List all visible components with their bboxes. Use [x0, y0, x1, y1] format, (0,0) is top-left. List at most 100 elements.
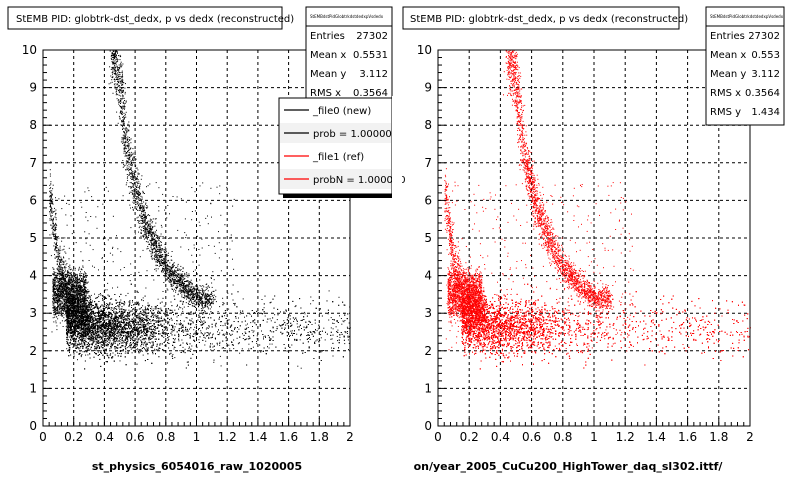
data-point: [200, 330, 202, 332]
data-point: [314, 341, 315, 343]
data-point: [267, 335, 269, 336]
data-point: [68, 325, 70, 327]
data-point: [283, 320, 285, 322]
data-point: [153, 312, 155, 314]
data-point: [102, 332, 104, 334]
data-point: [128, 333, 130, 335]
data-point: [134, 328, 136, 329]
data-point: [330, 327, 332, 329]
data-point: [164, 333, 166, 335]
data-point: [113, 334, 115, 336]
data-point: [81, 326, 83, 328]
data-point: [139, 308, 141, 310]
data-point: [151, 308, 153, 310]
data-point: [178, 308, 180, 310]
data-point: [293, 320, 295, 322]
data-point: [203, 335, 204, 336]
data-point: [121, 345, 123, 347]
data-point: [107, 345, 109, 347]
data-point: [126, 340, 128, 342]
data-point: [180, 314, 182, 316]
data-point: [148, 327, 150, 329]
data-point: [120, 299, 122, 301]
data-point: [272, 336, 274, 338]
data-point: [76, 345, 78, 347]
data-point: [111, 298, 113, 300]
data-point: [132, 309, 134, 310]
data-point: [126, 342, 128, 344]
data-point: [272, 326, 274, 328]
data-point: [219, 355, 221, 357]
data-point: [153, 324, 155, 326]
data-point: [98, 307, 100, 309]
data-point: [144, 312, 146, 314]
data-point: [270, 338, 272, 340]
data-point: [66, 323, 68, 325]
data-point: [108, 324, 110, 326]
data-point: [131, 329, 133, 331]
data-point: [128, 309, 130, 311]
data-point: [116, 320, 118, 322]
data-point: [141, 347, 143, 349]
data-point: [104, 304, 106, 306]
data-point: [203, 316, 205, 318]
data-point: [256, 335, 258, 337]
data-point: [237, 343, 239, 345]
data-point: [127, 312, 129, 314]
data-point: [154, 332, 156, 334]
data-point: [110, 334, 111, 336]
data-point: [146, 348, 148, 350]
data-point: [98, 333, 100, 335]
data-point: [91, 315, 93, 317]
data-point: [132, 332, 134, 334]
data-point: [249, 313, 251, 315]
data-point: [100, 344, 102, 346]
data-point: [194, 326, 196, 328]
data-point: [152, 316, 154, 318]
data-point: [109, 324, 111, 326]
data-point: [85, 338, 87, 340]
data-point: [119, 339, 121, 341]
data-point: [236, 337, 238, 339]
data-point: [102, 296, 104, 298]
data-point: [82, 351, 84, 353]
data-point: [331, 347, 332, 349]
data-point: [129, 325, 131, 327]
data-point: [176, 323, 178, 325]
data-point: [222, 302, 224, 303]
data-point: [269, 338, 271, 340]
data-point: [308, 338, 309, 339]
data-point: [145, 345, 147, 347]
data-point: [68, 336, 70, 338]
data-point: [136, 345, 138, 347]
data-point: [81, 345, 83, 347]
data-point: [128, 326, 129, 328]
data-point: [133, 336, 135, 338]
data-point: [123, 330, 125, 332]
data-point: [111, 307, 113, 309]
data-point: [145, 327, 147, 329]
data-point: [93, 332, 95, 334]
data-point: [114, 318, 116, 320]
data-point: [116, 348, 118, 349]
data-point: [125, 335, 127, 337]
data-point: [91, 328, 93, 330]
data-point: [80, 323, 82, 324]
data-point: [118, 340, 120, 341]
data-point: [95, 335, 97, 337]
data-point: [141, 350, 143, 352]
data-point: [101, 315, 103, 317]
data-point: [123, 311, 124, 313]
data-point: [146, 330, 148, 332]
data-point: [76, 336, 78, 338]
data-point: [163, 323, 165, 325]
data-point: [112, 310, 113, 311]
data-point: [78, 333, 79, 335]
data-point: [119, 296, 120, 298]
data-point: [129, 345, 130, 347]
data-point: [106, 333, 107, 335]
data-point: [159, 344, 161, 346]
data-point: [76, 351, 78, 353]
data-point: [188, 323, 190, 325]
data-point: [98, 314, 100, 316]
